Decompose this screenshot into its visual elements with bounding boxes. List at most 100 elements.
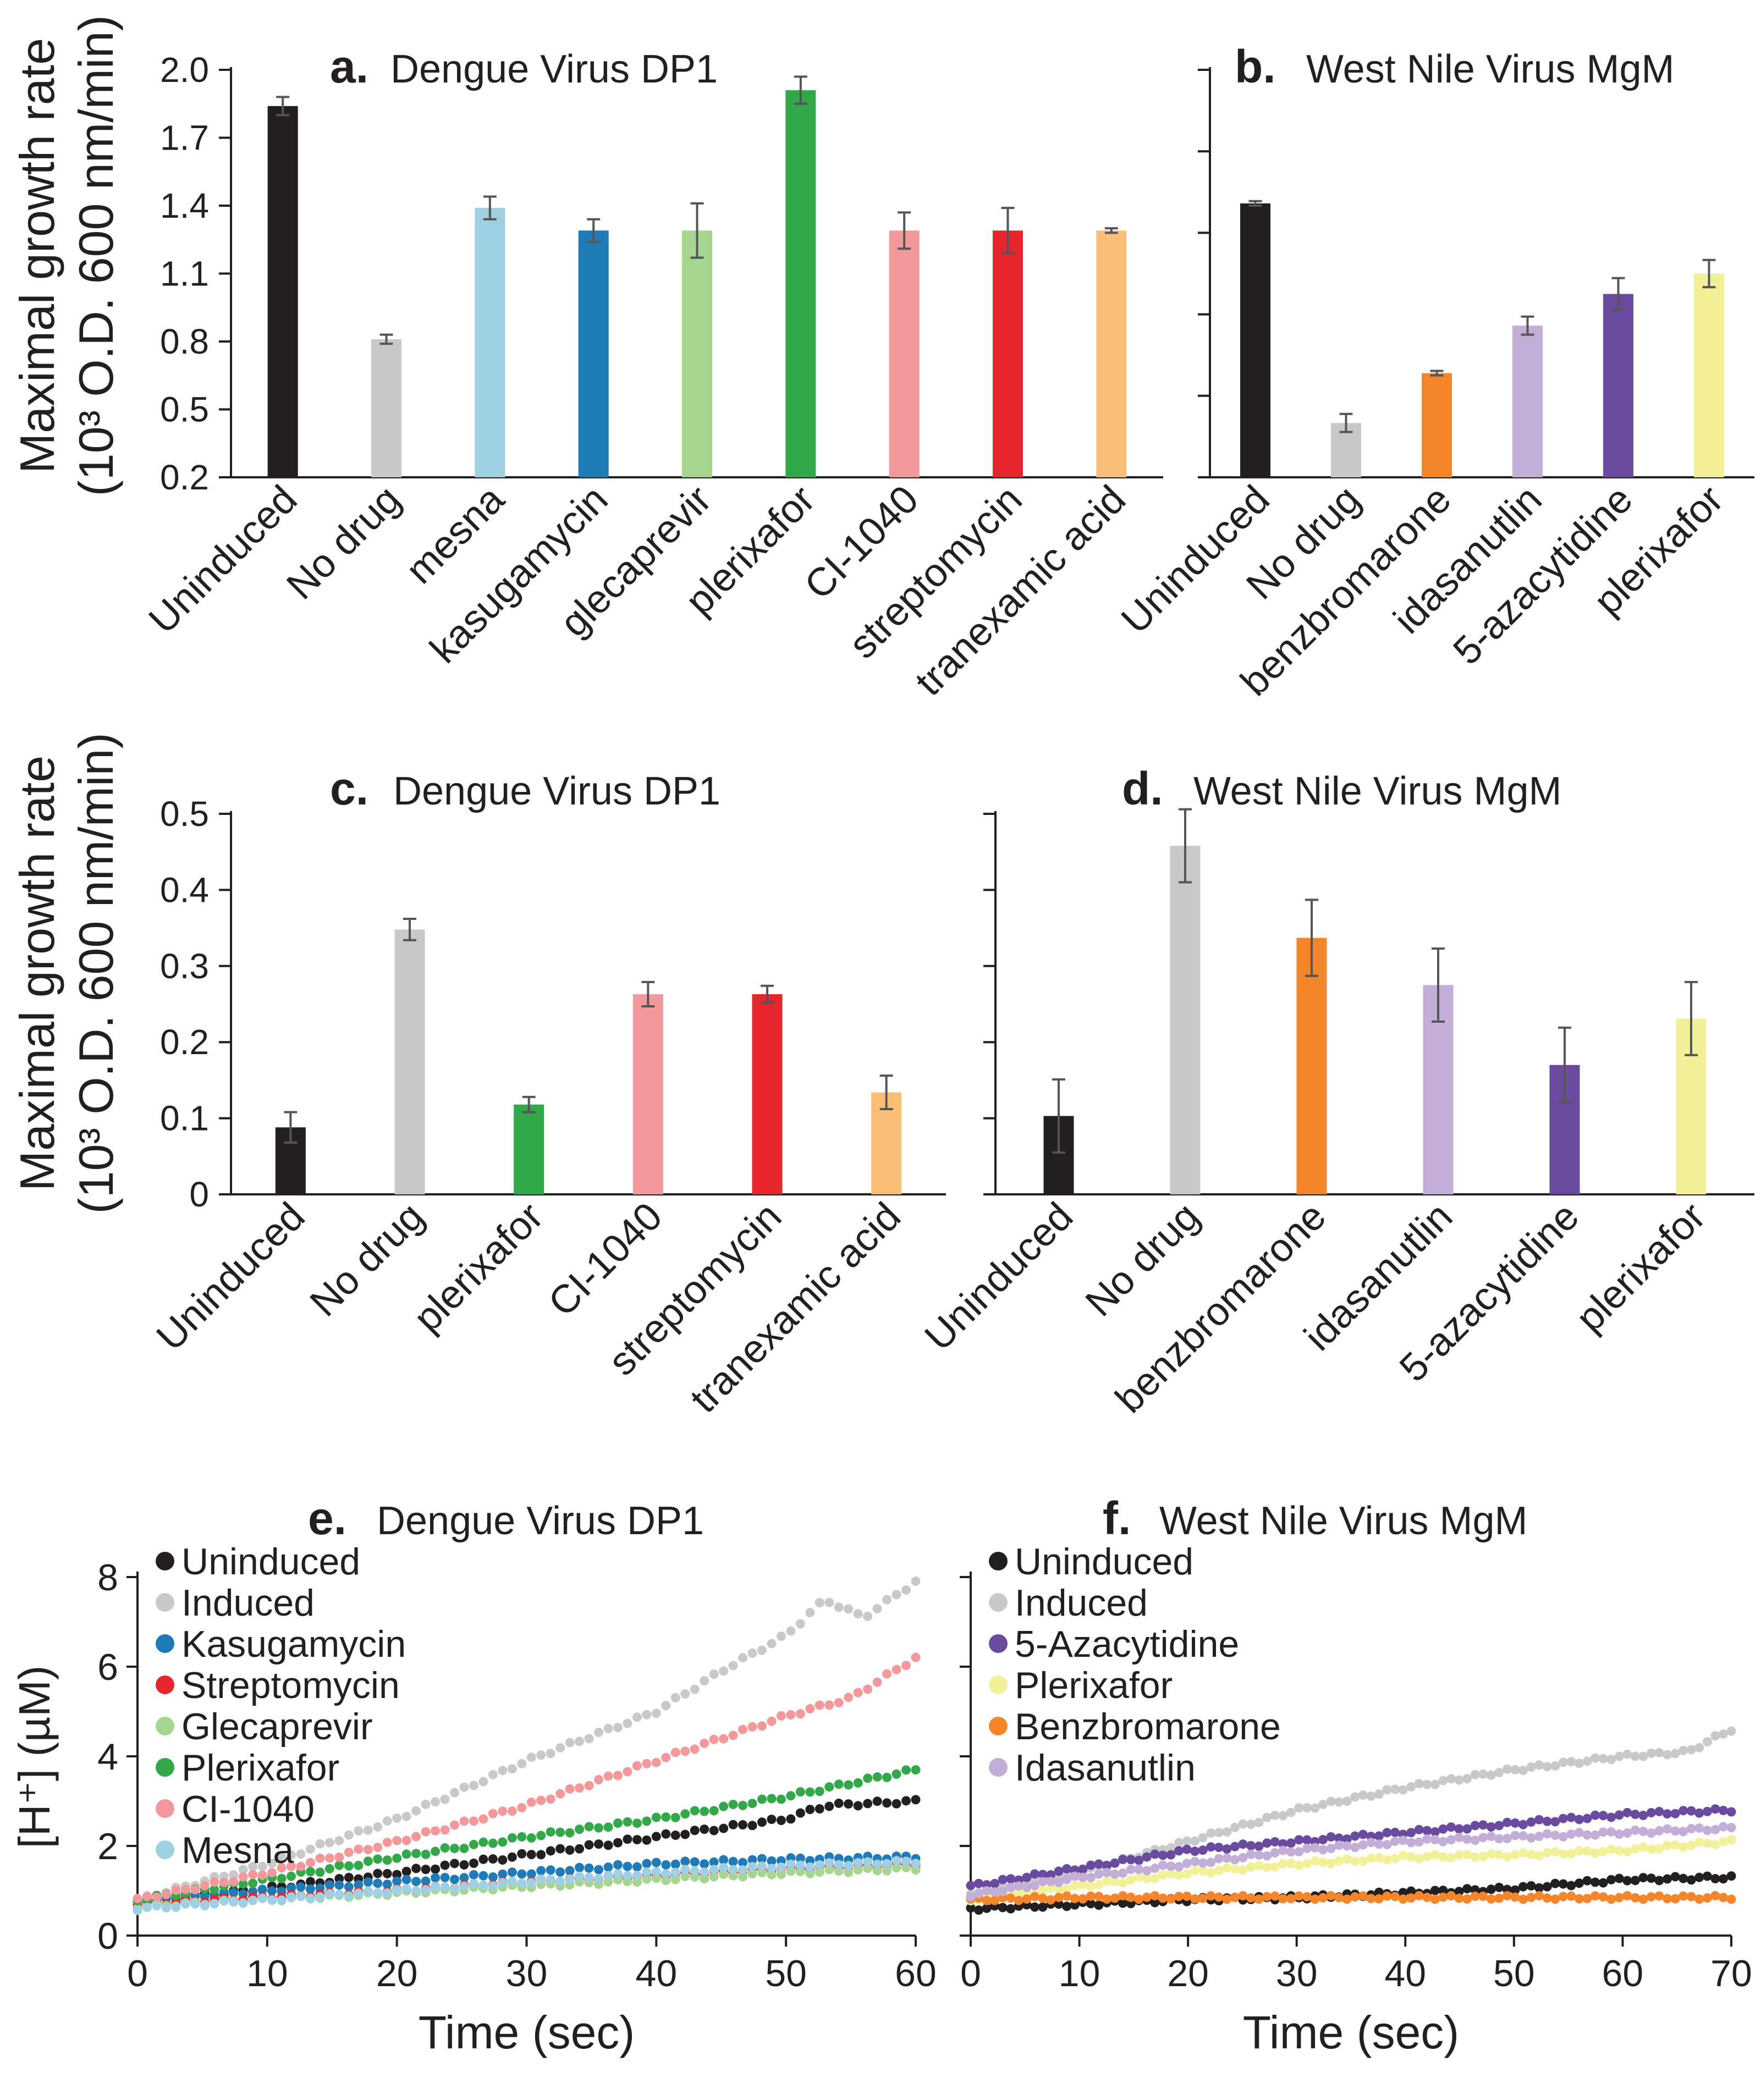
bar-a-tranexamic-acid: [1096, 230, 1127, 477]
y-tick-label-c: 0.3: [160, 946, 209, 986]
data-point: [594, 1727, 604, 1737]
data-point: [421, 1827, 431, 1837]
data-point: [1478, 1833, 1488, 1843]
bar-a-ci-1040: [889, 230, 920, 477]
data-point: [882, 1859, 892, 1868]
data-point: [594, 1774, 604, 1784]
data-point: [382, 1868, 392, 1878]
data-point: [1158, 1893, 1168, 1903]
data-point: [478, 1871, 488, 1881]
data-point: [1182, 1869, 1192, 1879]
bar-a-no-drug: [371, 339, 401, 477]
data-point: [776, 1632, 786, 1641]
data-point: [728, 1661, 738, 1671]
data-point: [661, 1869, 671, 1879]
legend-label-f: Induced: [1015, 1582, 1148, 1624]
data-point: [1446, 1853, 1456, 1863]
data-point: [1670, 1749, 1680, 1759]
y-tick-label-e: 0: [97, 1915, 118, 1957]
data-point: [795, 1853, 805, 1863]
data-point: [786, 1710, 796, 1719]
data-point: [1502, 1891, 1512, 1901]
data-point: [1094, 1859, 1104, 1869]
data-point: [1654, 1748, 1664, 1757]
data-point: [1118, 1878, 1128, 1888]
data-point: [1526, 1833, 1536, 1843]
data-point: [1262, 1838, 1272, 1848]
data-point: [354, 1880, 364, 1890]
data-point: [719, 1734, 729, 1744]
data-point: [1382, 1840, 1392, 1850]
data-point: [1534, 1815, 1544, 1825]
data-point: [632, 1862, 642, 1872]
data-point: [594, 1823, 604, 1833]
data-point: [1679, 1842, 1688, 1852]
data-point: [844, 1861, 854, 1871]
data-point: [1254, 1850, 1264, 1860]
data-point: [392, 1885, 402, 1895]
data-point: [1038, 1877, 1048, 1887]
data-point: [882, 1798, 892, 1808]
data-point: [1254, 1817, 1264, 1827]
data-point: [229, 1870, 239, 1879]
data-point: [1086, 1891, 1096, 1901]
data-point: [1534, 1760, 1544, 1770]
data-point: [661, 1812, 671, 1822]
data-point: [1726, 1822, 1736, 1832]
data-point: [1390, 1854, 1400, 1864]
data-point: [488, 1881, 498, 1890]
data-point: [1078, 1879, 1088, 1889]
data-point: [200, 1901, 210, 1911]
data-point: [1270, 1862, 1280, 1872]
data-point: [767, 1716, 777, 1726]
series-f-benzbromarone: [966, 1890, 1736, 1905]
data-point: [1054, 1893, 1064, 1903]
legend-label-e: Glecaprevir: [181, 1706, 373, 1748]
data-point: [363, 1856, 373, 1866]
data-point: [1318, 1893, 1328, 1903]
data-point: [1550, 1878, 1560, 1888]
data-point: [392, 1876, 402, 1886]
data-point: [1406, 1886, 1416, 1896]
data-point: [1238, 1819, 1248, 1829]
data-point: [863, 1773, 873, 1783]
data-point: [651, 1757, 661, 1767]
data-point: [1166, 1894, 1176, 1904]
data-point: [1422, 1834, 1432, 1844]
y-tick-label-a: 2.0: [160, 50, 209, 90]
data-point: [459, 1782, 469, 1792]
data-point: [853, 1609, 863, 1619]
data-point: [1510, 1831, 1520, 1840]
y-tick-label-a: 1.4: [160, 186, 209, 225]
legend-marker-e: [156, 1675, 174, 1694]
data-point: [334, 1873, 344, 1883]
legend-label-f: Uninduced: [1015, 1541, 1193, 1583]
data-point: [1646, 1892, 1656, 1901]
data-point: [1454, 1824, 1464, 1834]
data-point: [440, 1882, 450, 1892]
data-point: [805, 1704, 815, 1714]
data-point: [1534, 1883, 1544, 1893]
series-f-idasanutlin: [966, 1822, 1736, 1902]
data-point: [1591, 1877, 1600, 1887]
data-point: [171, 1903, 181, 1912]
data-point: [1502, 1833, 1512, 1843]
data-point: [1710, 1731, 1720, 1741]
data-point: [1574, 1828, 1584, 1838]
data-point: [1398, 1894, 1408, 1904]
data-point: [1438, 1824, 1448, 1834]
data-point: [1214, 1828, 1224, 1838]
data-point: [613, 1869, 623, 1879]
data-point: [190, 1884, 200, 1894]
data-point: [786, 1853, 796, 1863]
data-point: [546, 1827, 555, 1837]
data-point: [1470, 1836, 1480, 1845]
data-point: [190, 1899, 200, 1909]
data-point: [1622, 1807, 1632, 1817]
data-point: [1326, 1832, 1336, 1842]
data-point: [815, 1598, 824, 1608]
data-point: [1638, 1751, 1648, 1761]
data-point: [623, 1817, 632, 1827]
data-point: [469, 1839, 478, 1849]
